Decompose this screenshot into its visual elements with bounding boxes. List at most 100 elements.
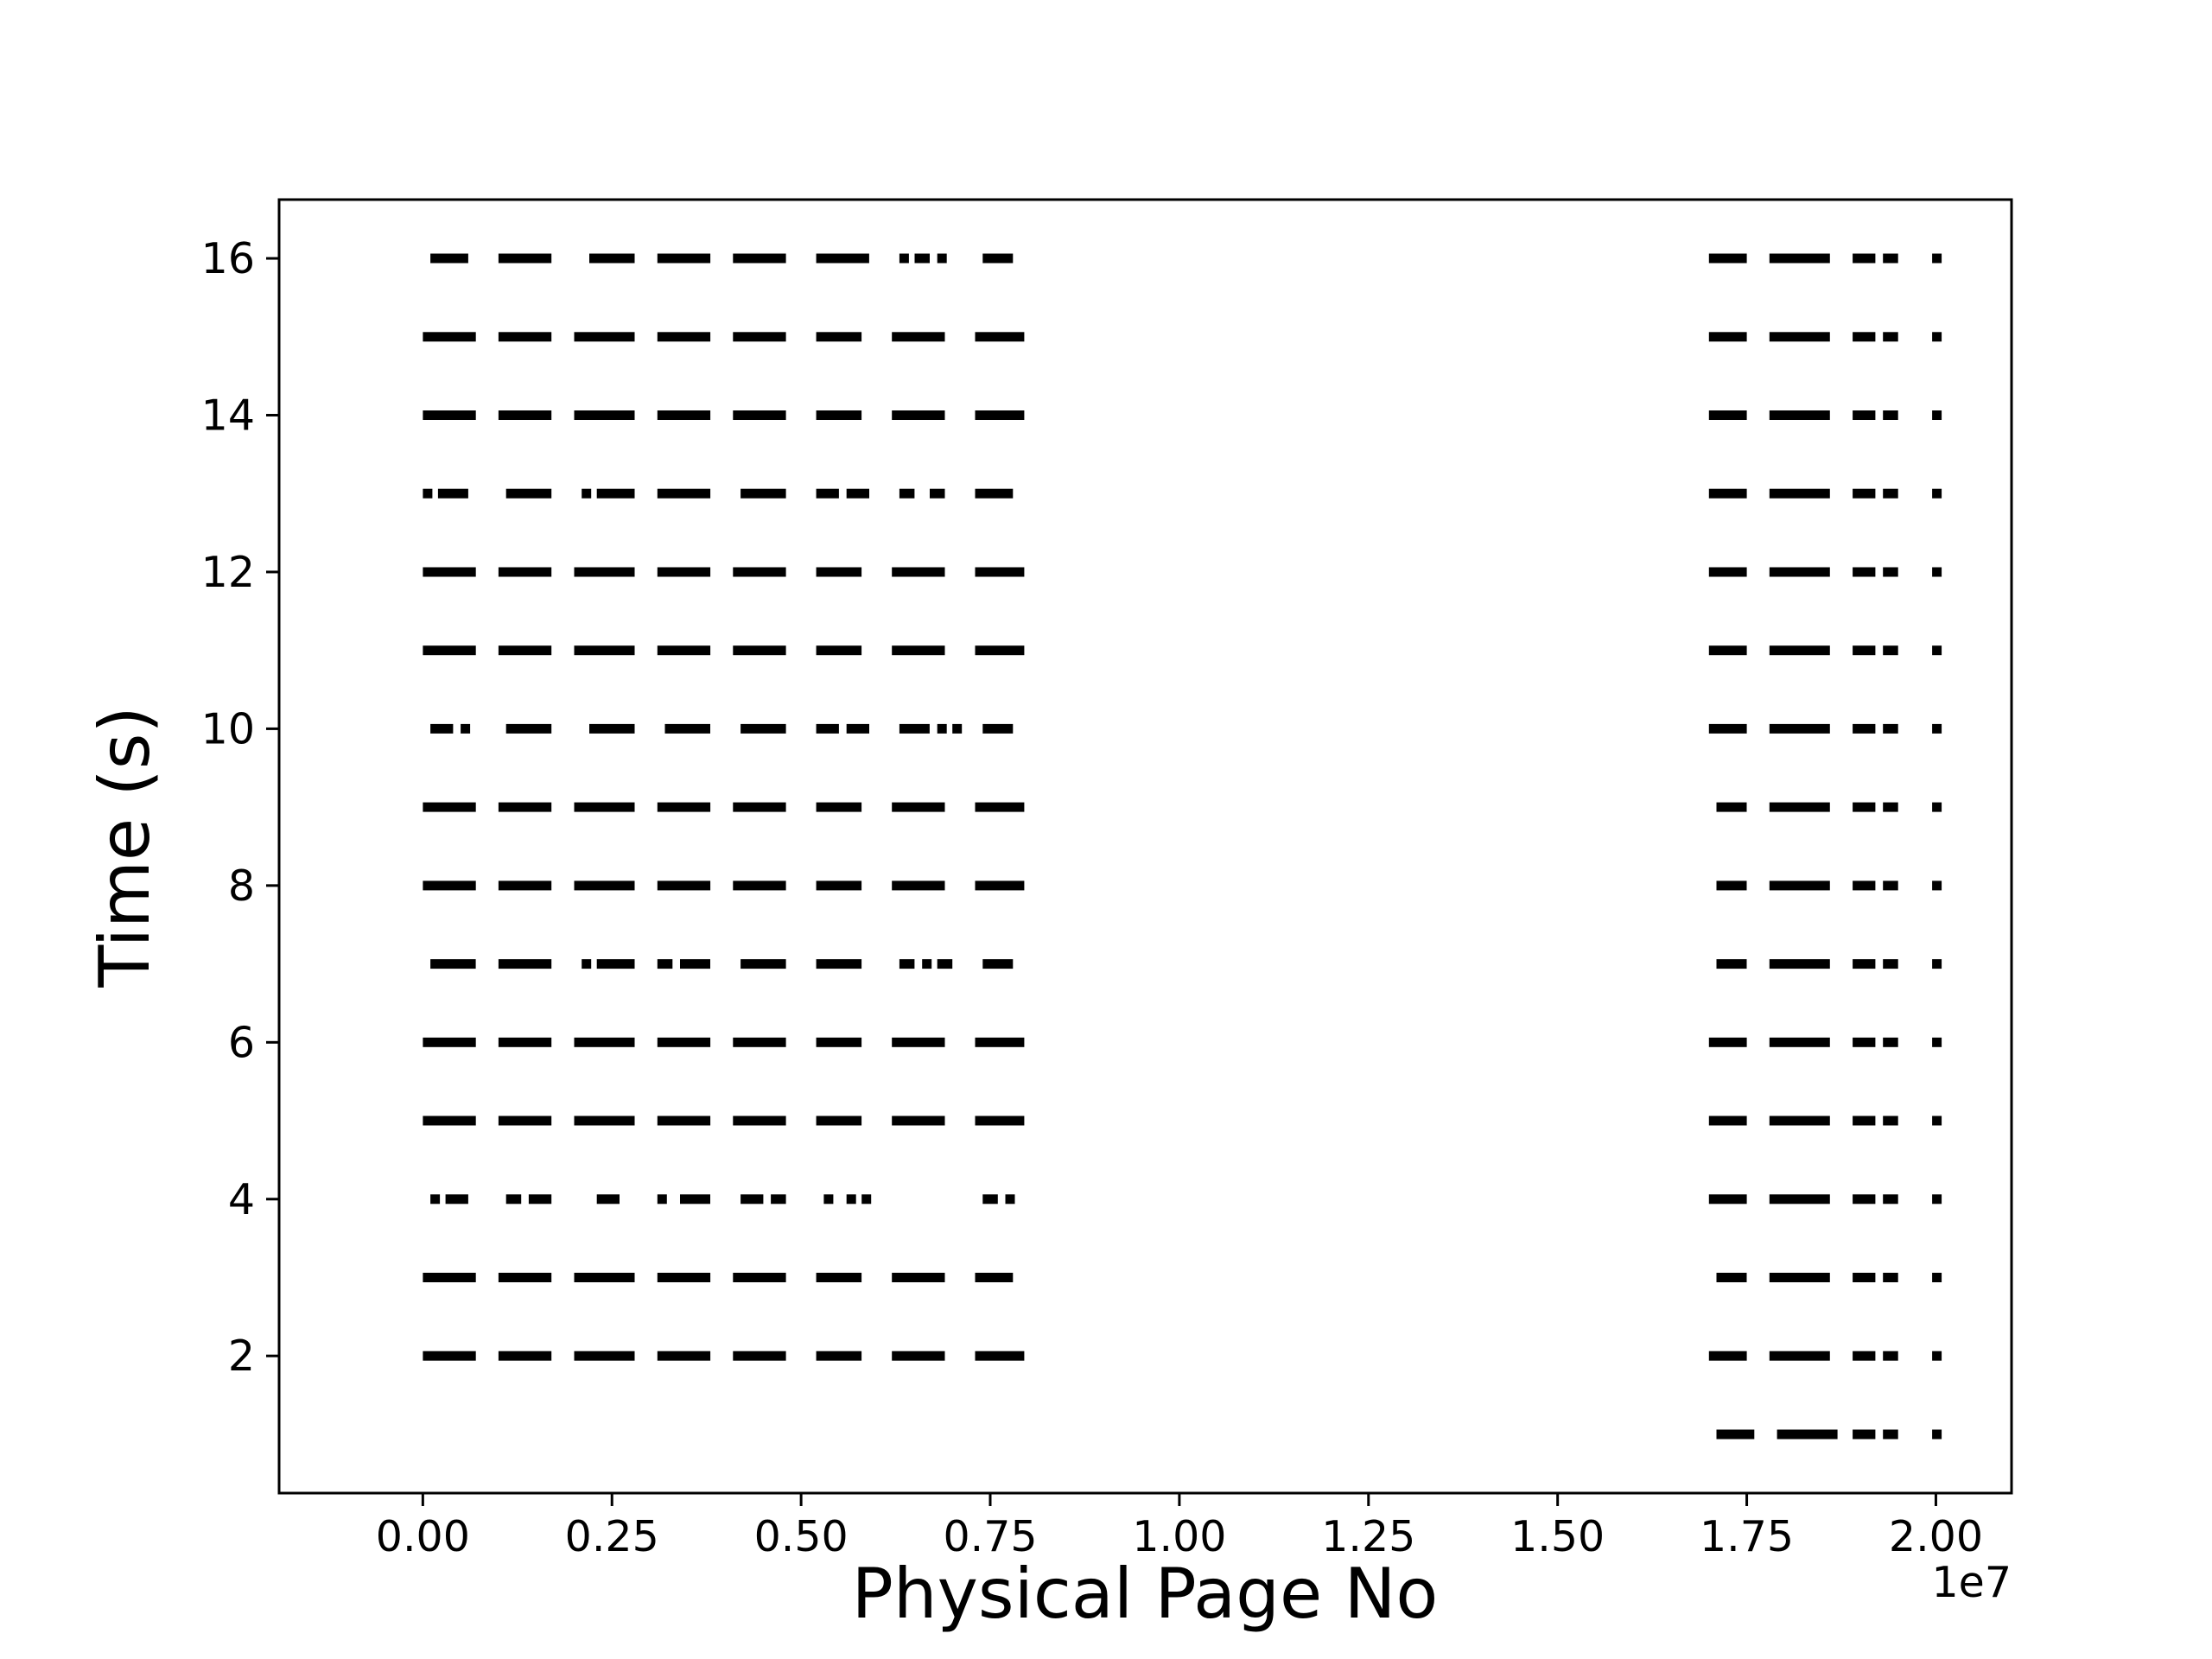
- data-point-segment: [1716, 880, 1747, 891]
- data-point-segment: [498, 1037, 552, 1047]
- data-point-segment: [1932, 253, 1942, 264]
- x-tick-label: 1.00: [1132, 1512, 1226, 1561]
- data-point-segment: [498, 332, 552, 342]
- data-point-segment: [1883, 1037, 1898, 1047]
- x-tick-label: 0.75: [943, 1512, 1037, 1561]
- data-point-segment: [733, 1273, 786, 1282]
- data-point-segment: [423, 332, 476, 342]
- data-point-segment: [1932, 1116, 1942, 1126]
- data-point-segment: [430, 1194, 441, 1205]
- data-point-segment: [657, 645, 711, 656]
- data-point-segment: [1853, 723, 1876, 734]
- data-point-segment: [430, 959, 476, 969]
- data-point-segment: [1769, 567, 1830, 577]
- data-point-segment: [1708, 567, 1747, 577]
- data-point-segment: [733, 410, 786, 420]
- data-point-segment: [816, 410, 862, 420]
- data-point-segment: [975, 410, 1025, 420]
- data-point-segment: [1708, 645, 1747, 656]
- data-point-segment: [680, 959, 710, 969]
- data-point-segment: [664, 723, 710, 734]
- data-point-segment: [1883, 567, 1898, 577]
- data-point-segment: [657, 880, 711, 891]
- data-point-segment: [1769, 1116, 1830, 1126]
- data-point-segment: [498, 1116, 552, 1126]
- data-point-segment: [1769, 1037, 1830, 1047]
- data-point-segment: [1853, 1037, 1876, 1047]
- data-point-segment: [1853, 567, 1876, 577]
- data-point-segment: [445, 1194, 468, 1205]
- data-point-segment: [1853, 332, 1876, 342]
- data-point-segment: [1853, 1116, 1876, 1126]
- data-point-segment: [505, 1194, 522, 1205]
- data-point-segment: [574, 880, 635, 891]
- data-point-segment: [1769, 488, 1830, 499]
- data-point-segment: [1883, 645, 1898, 656]
- data-point-segment: [930, 488, 945, 499]
- data-point-segment: [528, 1194, 552, 1205]
- data-point-segment: [1708, 410, 1747, 420]
- data-point-segment: [982, 1194, 998, 1205]
- data-point-segment: [498, 645, 552, 656]
- y-tick-label: 6: [228, 1018, 255, 1067]
- data-point-segment: [975, 645, 1025, 656]
- data-point-segment: [582, 959, 592, 969]
- data-marks: [423, 253, 1942, 1440]
- data-point-segment: [1853, 253, 1876, 264]
- data-point-segment: [1777, 1429, 1838, 1440]
- data-point-segment: [1853, 1194, 1876, 1205]
- data-point-segment: [680, 1194, 710, 1205]
- data-point-segment: [1769, 802, 1830, 812]
- data-point-segment: [899, 253, 909, 264]
- data-point-segment: [423, 1037, 476, 1047]
- y-tick-label: 12: [201, 548, 255, 597]
- data-point-segment: [657, 1116, 711, 1126]
- data-point-segment: [1853, 410, 1876, 420]
- data-point-segment: [1708, 332, 1747, 342]
- data-point-segment: [975, 880, 1025, 891]
- data-point-segment: [816, 880, 862, 891]
- data-point-segment: [846, 723, 869, 734]
- data-point-segment: [1932, 1429, 1942, 1440]
- data-point-segment: [816, 567, 862, 577]
- data-point-segment: [574, 567, 635, 577]
- data-point-segment: [733, 1351, 786, 1361]
- data-point-segment: [816, 645, 862, 656]
- y-tick-label: 14: [201, 391, 255, 441]
- data-point-segment: [952, 723, 963, 734]
- data-point-segment: [1883, 723, 1898, 734]
- data-point-segment: [733, 880, 786, 891]
- data-point-segment: [498, 253, 552, 264]
- data-point-segment: [589, 723, 635, 734]
- data-point-segment: [1853, 880, 1876, 891]
- data-point-segment: [1883, 1429, 1898, 1440]
- data-point-segment: [1932, 1273, 1942, 1282]
- data-point-segment: [423, 1116, 476, 1126]
- data-point-segment: [589, 253, 635, 264]
- data-point-segment: [733, 567, 786, 577]
- data-point-segment: [899, 488, 915, 499]
- data-point-segment: [823, 1194, 834, 1205]
- data-point-segment: [1932, 1351, 1942, 1361]
- data-point-segment: [657, 488, 711, 499]
- data-point-segment: [816, 253, 869, 264]
- data-point-segment: [498, 1273, 552, 1282]
- data-point-segment: [816, 332, 862, 342]
- data-point-segment: [975, 1116, 1025, 1126]
- data-point-segment: [498, 880, 552, 891]
- data-point-segment: [1932, 880, 1942, 891]
- data-point-segment: [816, 1351, 862, 1361]
- data-point-segment: [1769, 332, 1830, 342]
- y-tick-label: 8: [228, 861, 255, 911]
- data-point-segment: [975, 1273, 1014, 1282]
- data-point-segment: [1883, 332, 1898, 342]
- data-point-segment: [574, 1351, 635, 1361]
- data-point-segment: [498, 567, 552, 577]
- data-point-segment: [892, 567, 945, 577]
- data-point-segment: [1883, 1116, 1898, 1126]
- data-point-segment: [1708, 488, 1747, 499]
- data-point-segment: [914, 253, 930, 264]
- data-point-segment: [437, 488, 468, 499]
- data-point-segment: [975, 332, 1025, 342]
